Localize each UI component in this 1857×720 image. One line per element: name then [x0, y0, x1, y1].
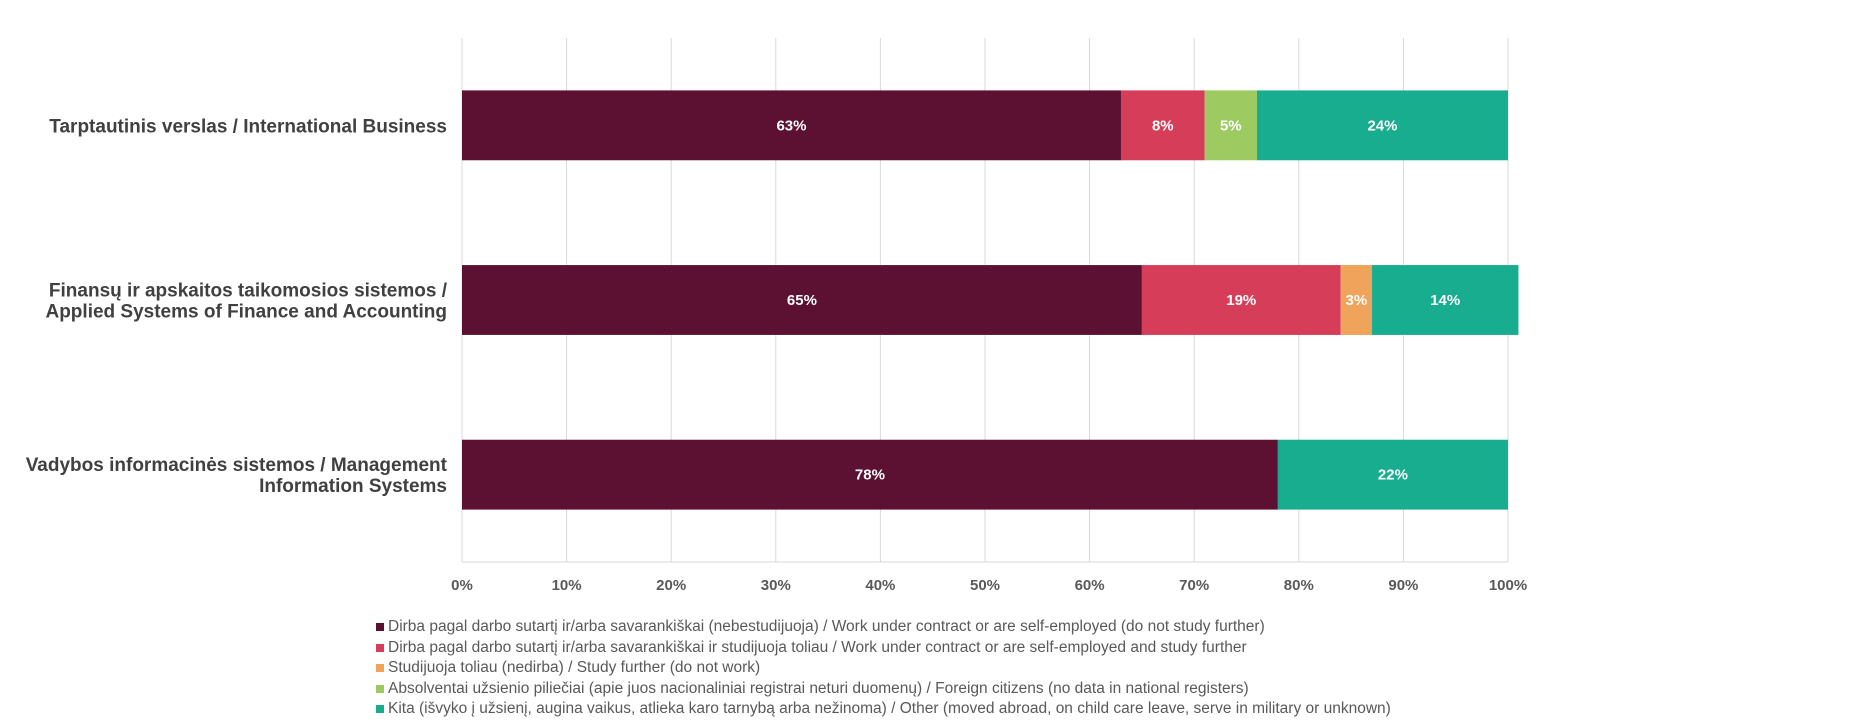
- chart-legend: Dirba pagal darbo sutartį ir/arba savara…: [376, 617, 1391, 720]
- stacked-bar-chart: 63% 8% 5% 24% Tarptautinis verslas / Interna…: [26, 38, 1527, 594]
- x-tick-label: 70%: [1179, 577, 1209, 594]
- data-label: 65%: [787, 292, 817, 309]
- category-label: Applied Systems of Finance and Accountin…: [45, 302, 447, 323]
- bar-segment: [1141, 265, 1341, 335]
- bar-segment: [1204, 90, 1257, 161]
- legend-item: Dirba pagal darbo sutartį ir/arba savara…: [376, 617, 1391, 638]
- legend-label: Studijuoja toliau (nedirba) / Study furt…: [388, 659, 761, 676]
- category-label: Information Systems: [259, 476, 447, 497]
- x-tick-label: 30%: [761, 577, 791, 594]
- bar-segment: [1340, 265, 1373, 335]
- legend-label: Dirba pagal darbo sutartį ir/arba savara…: [388, 638, 1247, 656]
- legend-swatch: [376, 664, 384, 673]
- bar-segment: [1277, 439, 1508, 510]
- x-tick-label: 60%: [1075, 577, 1105, 594]
- x-tick-label: 0%: [451, 577, 473, 594]
- legend-swatch: [376, 623, 384, 632]
- x-tick-label: 40%: [865, 577, 895, 594]
- legend-label: Kita (išvyko į užsienį, augina vaikus, a…: [388, 700, 1391, 717]
- bar-segment: [462, 439, 1278, 510]
- x-tick-label: 20%: [656, 577, 686, 594]
- legend-swatch: [376, 643, 384, 652]
- legend-label: Dirba pagal darbo sutartį ir/arba savara…: [388, 618, 1265, 635]
- legend-label: Absolventai užsienio piliečiai (apie juo…: [388, 679, 1249, 697]
- data-label: 78%: [855, 467, 885, 484]
- bar-segment: [1372, 265, 1519, 335]
- data-label: 22%: [1378, 467, 1408, 484]
- data-label: 3%: [1345, 292, 1367, 309]
- category-label: Tarptautinis verslas / International Bus…: [49, 116, 447, 137]
- category-label: Vadybos informacinės sistemos / Manageme…: [26, 455, 448, 476]
- bar-segment: [1120, 90, 1205, 161]
- bar-segment: [462, 265, 1142, 335]
- legend-item: Absolventai užsienio piliečiai (apie juo…: [376, 679, 1391, 700]
- data-label: 8%: [1152, 117, 1174, 134]
- legend-item: Dirba pagal darbo sutartį ir/arba savara…: [376, 638, 1391, 659]
- data-label: 14%: [1430, 292, 1460, 309]
- x-tick-label: 50%: [970, 577, 1000, 594]
- legend-item: Studijuoja toliau (nedirba) / Study furt…: [376, 658, 1391, 679]
- x-tick-label: 90%: [1388, 577, 1418, 594]
- data-label: 19%: [1226, 292, 1256, 309]
- legend-swatch: [376, 684, 384, 693]
- legend-swatch: [376, 705, 384, 714]
- x-tick-label: 10%: [552, 577, 582, 594]
- category-label: Finansų ir apskaitos taikomosios sistemo…: [49, 281, 448, 302]
- bar-segment: [1256, 90, 1508, 161]
- data-label: 5%: [1220, 117, 1242, 134]
- data-label: 24%: [1367, 117, 1397, 134]
- x-tick-label: 80%: [1284, 577, 1314, 594]
- legend-item: Kita (išvyko į užsienį, augina vaikus, a…: [376, 699, 1391, 720]
- x-tick-label: 100%: [1489, 577, 1527, 594]
- bar-segment: [462, 90, 1121, 161]
- data-label: 63%: [776, 117, 806, 134]
